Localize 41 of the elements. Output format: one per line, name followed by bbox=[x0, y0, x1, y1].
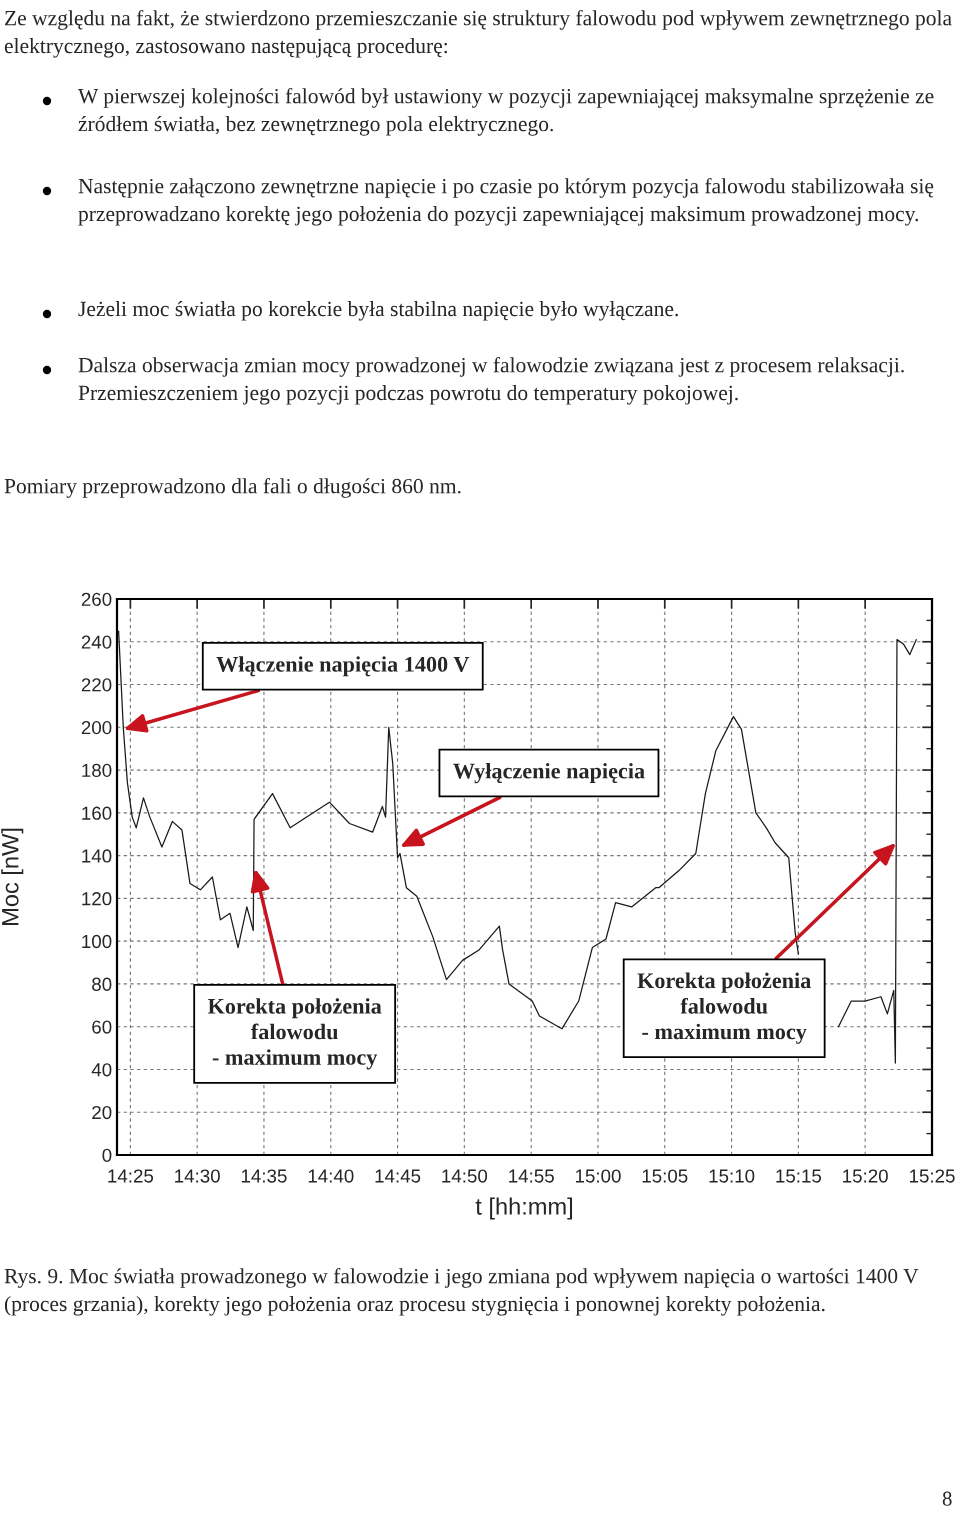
annotation: Korekta położenia falowodu - maximum mocy bbox=[637, 972, 811, 1044]
x-tick-label: 14:50 bbox=[442, 1169, 488, 1183]
x-tick-label: 14:40 bbox=[308, 1169, 354, 1183]
y-axis-title: Moc [nW] bbox=[1, 828, 24, 925]
y-tick-label: 100 bbox=[82, 934, 112, 949]
text: Pomiary przeprowadzono dla fali o długości 860 nm. bbox=[4, 478, 461, 498]
y-tick-label: 200 bbox=[81, 721, 112, 735]
annotation: Wyłączenie napięcia bbox=[453, 762, 645, 784]
y-tick-label: 120 bbox=[82, 892, 112, 906]
y-tick-label: 160 bbox=[82, 806, 112, 820]
y-tick-label: 0 bbox=[102, 1148, 112, 1162]
y-tick-label: 260 bbox=[81, 592, 112, 606]
y-tick-label: 220 bbox=[81, 678, 112, 692]
x-tick-label: 14:35 bbox=[241, 1169, 287, 1183]
x-tick-label: 15:10 bbox=[709, 1169, 755, 1183]
y-tick-label: 180 bbox=[82, 763, 112, 778]
text: Ze względu na fakt, że stwierdzono przemieszczanie się struktury falowodu pod wpływem zewnętrznego pola elektrycznego, zastosowano następującą procedurę: bbox=[4, 10, 952, 58]
text: Dalsza obserwacja zmian mocy prowadzonej w falowodzie związana jest z procesem relaksacji. Przemieszczeniem jego pozycji podczas powrotu do temperatury pokojowej. bbox=[78, 357, 904, 405]
text: W pierwszej kolejności falowód był ustawiony w pozycji zapewniającej maksymalne sprzężenie ze źródłem światła, bez zewnętrznego pola elektrycznego. bbox=[78, 88, 934, 136]
text: Jeżeli moc światła po korekcie była stabilna napięcie było wyłączane. bbox=[78, 301, 678, 321]
text: 8 bbox=[942, 1491, 952, 1506]
text: Następnie załączono zewnętrzne napięcie i po czasie po którym pozycja falowodu stabilizowała się przeprowadzano korektę jego położenia do pozycji zapewniającej maksimum prowadzonej mocy. bbox=[78, 178, 934, 226]
annotation: Korekta położenia falowodu - maximum mocy bbox=[207, 998, 382, 1070]
y-tick-label: 240 bbox=[81, 635, 112, 649]
y-tick-label: 40 bbox=[91, 1063, 112, 1077]
x-tick-label: 15:20 bbox=[843, 1169, 888, 1183]
y-tick-label: 20 bbox=[92, 1105, 112, 1120]
x-axis-title: t [hh:mm] bbox=[475, 1197, 573, 1220]
x-tick-label: 14:45 bbox=[375, 1169, 421, 1183]
x-tick-label: 14:55 bbox=[509, 1169, 554, 1183]
x-tick-label: 14:25 bbox=[108, 1169, 154, 1183]
y-tick-label: 80 bbox=[92, 977, 112, 991]
x-tick-label: 15:00 bbox=[575, 1169, 621, 1183]
x-tick-label: 15:25 bbox=[909, 1169, 955, 1183]
y-tick-label: 140 bbox=[82, 849, 112, 863]
y-tick-label: 60 bbox=[92, 1020, 112, 1034]
x-tick-label: 15:15 bbox=[776, 1169, 822, 1183]
annotation: Włączenie napięcia 1400 V bbox=[216, 656, 470, 677]
x-tick-label: 14:30 bbox=[175, 1169, 220, 1183]
text: Rys. 9. Moc światła prowadzonego w falowodzie i jego zmiana pod wpływem napięcia o wartości 1400 V (proces grzania), korekty jego położenia oraz procesu stygnięcia i ponownej korekty położenia. bbox=[4, 1268, 919, 1316]
x-tick-label: 15:05 bbox=[642, 1169, 688, 1183]
